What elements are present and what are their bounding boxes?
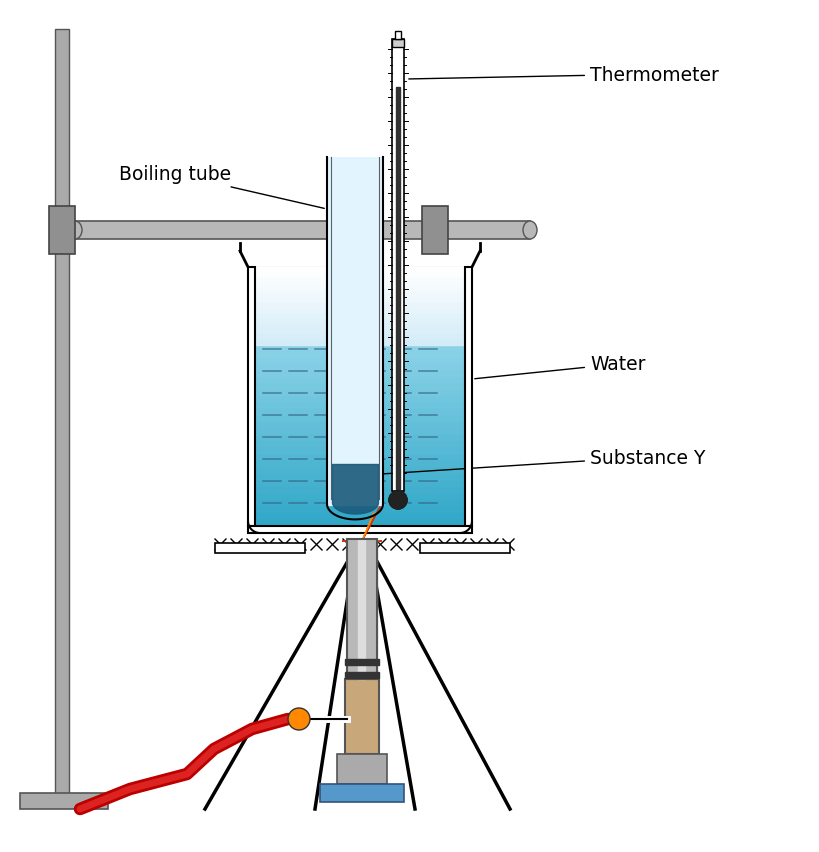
Bar [255, 278, 464, 283]
Bar [319, 784, 404, 802]
Bar [255, 273, 464, 278]
Bar [255, 469, 464, 475]
Bar [358, 539, 364, 679]
Bar [396, 88, 400, 489]
Bar [255, 377, 464, 384]
Bar [247, 527, 472, 533]
Bar [255, 274, 464, 280]
Bar [255, 309, 464, 314]
Circle shape [388, 492, 406, 509]
Bar [255, 514, 464, 520]
Text: Boiling tube: Boiling tube [119, 165, 324, 209]
Bar [391, 40, 404, 48]
Bar [255, 288, 464, 294]
Bar [255, 320, 464, 326]
Bar [346, 539, 377, 679]
Bar [49, 207, 75, 255]
Bar [255, 320, 464, 325]
Bar [255, 475, 464, 481]
Bar [215, 544, 305, 553]
Bar [255, 326, 464, 332]
Bar [464, 268, 472, 527]
Bar [20, 793, 108, 809]
Bar [255, 436, 464, 442]
Bar [255, 455, 464, 462]
Bar [255, 371, 464, 377]
Bar [255, 442, 464, 449]
Bar [255, 494, 464, 500]
Bar [337, 754, 387, 784]
Text: Substance Y: Substance Y [383, 448, 704, 475]
Bar [255, 330, 464, 335]
Polygon shape [350, 513, 373, 541]
Bar [255, 507, 464, 514]
Bar [345, 659, 378, 665]
Bar [255, 307, 464, 313]
Bar [255, 335, 464, 340]
Bar [255, 283, 464, 288]
Bar [255, 332, 464, 339]
Bar [255, 287, 464, 294]
Bar [255, 339, 464, 345]
Bar [255, 462, 464, 469]
Bar [255, 410, 464, 417]
Bar [255, 299, 464, 304]
Bar [255, 294, 464, 300]
Bar [346, 539, 377, 679]
Bar [419, 544, 509, 553]
Bar [255, 268, 464, 273]
Ellipse shape [68, 222, 82, 239]
Bar [255, 481, 464, 487]
Bar [391, 40, 404, 492]
Ellipse shape [523, 222, 536, 239]
Text: Thermometer: Thermometer [409, 66, 718, 84]
Bar [255, 397, 464, 404]
Bar [255, 449, 464, 455]
Bar [255, 280, 464, 287]
Bar [55, 30, 69, 799]
Bar [255, 417, 464, 423]
Polygon shape [342, 504, 382, 541]
Bar [255, 300, 464, 307]
Bar [255, 294, 464, 299]
Bar [255, 304, 464, 309]
Bar [255, 487, 464, 494]
Bar [395, 32, 400, 40]
Bar [422, 207, 447, 255]
Bar [255, 500, 464, 507]
Bar [255, 314, 464, 320]
Bar [255, 268, 464, 274]
Bar [255, 340, 464, 345]
Bar [247, 268, 255, 527]
Bar [255, 520, 464, 527]
Bar [255, 313, 464, 320]
Text: Water: Water [474, 355, 645, 379]
Circle shape [388, 492, 406, 509]
Bar [255, 404, 464, 410]
Circle shape [287, 708, 310, 730]
Bar [255, 325, 464, 330]
Bar [255, 429, 464, 436]
Bar [255, 358, 464, 365]
Bar [255, 352, 464, 358]
Bar [255, 423, 464, 429]
Bar [255, 345, 464, 352]
Bar [75, 222, 529, 239]
Bar [391, 40, 404, 492]
Bar [345, 679, 378, 754]
Bar [255, 384, 464, 390]
Bar [255, 365, 464, 371]
Bar [255, 390, 464, 397]
Bar [345, 672, 378, 678]
Bar [327, 158, 382, 504]
